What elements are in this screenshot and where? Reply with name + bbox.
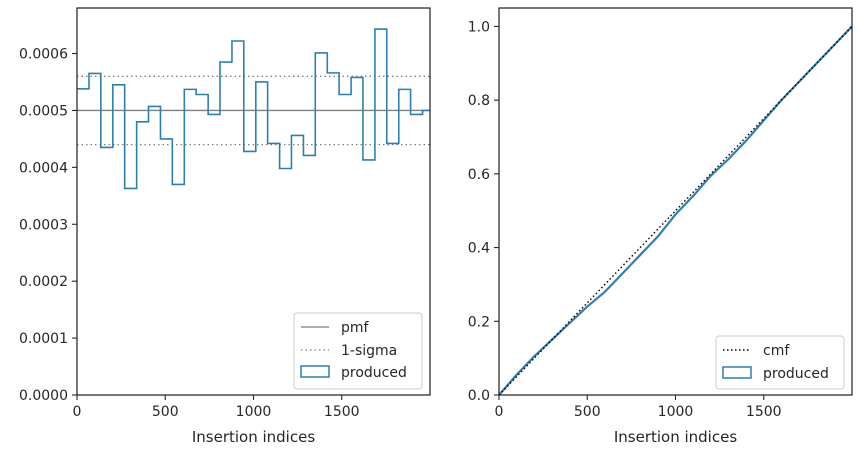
right-x-axis-label: Insertion indices	[614, 428, 737, 446]
right-data-marks	[498, 25, 853, 396]
y-tick-label: 0.0	[468, 388, 490, 404]
pmf-chart-panel: 0 500 1000 1500 0.0000 0.0001 0.0002 0.0003 0.00…	[19, 7, 431, 446]
legend-label: pmf	[341, 320, 370, 336]
y-tick-label: 0.2	[468, 314, 490, 330]
y-tick-label: 0.6	[468, 167, 490, 183]
y-tick-label: 0.0000	[19, 388, 68, 404]
y-tick-label: 0.0001	[19, 331, 68, 347]
y-tick-label: 0.0004	[19, 160, 68, 176]
x-tick-label: 1000	[236, 404, 272, 420]
legend-label: 1-sigma	[341, 343, 397, 359]
legend-label: produced	[763, 366, 829, 382]
x-tick-label: 1000	[658, 404, 694, 420]
produced-histogram	[77, 28, 430, 190]
y-tick-label: 0.8	[468, 93, 490, 109]
left-legend: pmf 1-sigma produced	[293, 312, 423, 390]
x-tick-label: 500	[152, 404, 179, 420]
y-tick-label: 0.0003	[19, 217, 68, 233]
legend-produced-swatch	[722, 366, 752, 379]
x-tick-label: 0	[73, 404, 82, 420]
left-data-marks	[77, 28, 430, 190]
legend-box	[293, 312, 423, 390]
legend-produced-swatch	[300, 365, 330, 378]
left-axis-ticks: 0 500 1000 1500 0.0000 0.0001 0.0002 0.0003 0.00…	[19, 47, 360, 420]
x-tick-label: 0	[495, 404, 504, 420]
y-tick-label: 0.4	[468, 241, 490, 257]
cmf-chart-panel: 0 500 1000 1500 0.0 0.2 0.4 0.6 0.8 1.0 Insertion…	[468, 7, 853, 446]
x-tick-label: 500	[574, 404, 601, 420]
y-tick-label: 0.0002	[19, 274, 68, 290]
x-tick-label: 1500	[746, 404, 782, 420]
cmf-line	[498, 25, 853, 396]
y-tick-label: 1.0	[468, 19, 490, 35]
legend-label: cmf	[763, 343, 790, 359]
legend-box	[715, 335, 845, 390]
x-tick-label: 1500	[324, 404, 360, 420]
right-axis-ticks: 0 500 1000 1500 0.0 0.2 0.4 0.6 0.8 1.0	[468, 19, 782, 420]
legend-label: produced	[341, 365, 407, 381]
left-x-axis-label: Insertion indices	[192, 428, 315, 446]
y-tick-label: 0.0006	[19, 47, 68, 63]
right-legend: cmf produced	[715, 335, 845, 390]
y-tick-label: 0.0005	[19, 103, 68, 119]
